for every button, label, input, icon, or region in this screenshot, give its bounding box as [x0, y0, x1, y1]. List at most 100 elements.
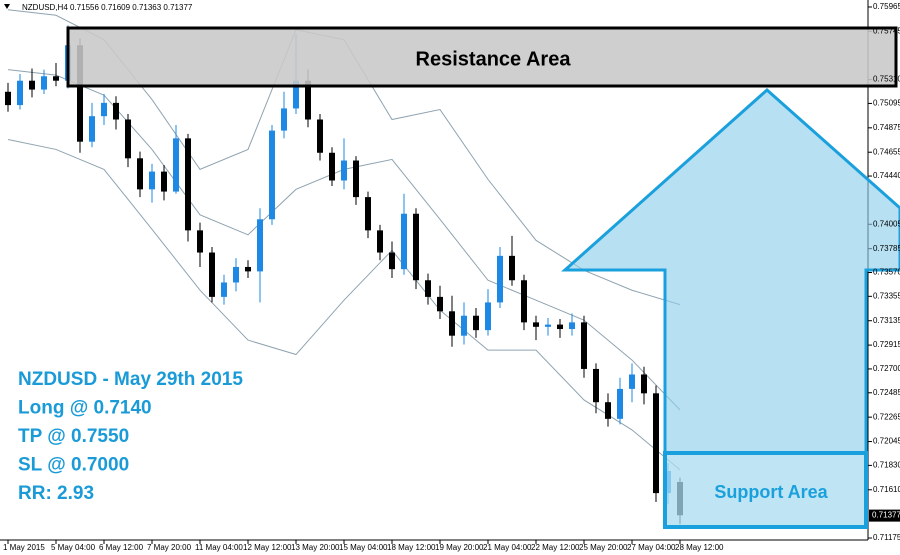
candle-body	[449, 311, 455, 336]
x-tick-label: 22 May 12:00	[531, 543, 580, 552]
trade-note: TP @ 0.7550	[18, 426, 129, 447]
trade-note: SL @ 0.7000	[18, 455, 129, 476]
candle-body	[581, 322, 587, 369]
x-tick-label: 15 May 04:00	[339, 543, 388, 552]
candle-body	[317, 119, 323, 153]
candle-body	[461, 315, 467, 336]
candle-body	[185, 138, 191, 231]
candle-body	[29, 80, 35, 90]
support-label: Support Area	[714, 482, 828, 502]
resistance-label: Resistance Area	[416, 48, 572, 70]
x-tick-label: 27 May 04:00	[627, 543, 676, 552]
x-tick-label: 25 May 20:00	[579, 543, 628, 552]
y-tick-label: 0.72485	[873, 388, 900, 397]
y-tick-label: 0.74875	[873, 123, 900, 132]
candle-body	[281, 108, 287, 131]
candle-body	[593, 368, 599, 403]
y-tick-label: 0.75965	[873, 2, 900, 11]
y-tick-label: 0.72700	[873, 364, 900, 373]
candle-body	[221, 282, 227, 297]
candle-body	[413, 213, 419, 281]
candle-body	[521, 280, 527, 323]
candle-body	[629, 374, 635, 389]
candle-body	[653, 393, 659, 494]
x-tick-label: 12 May 12:00	[243, 543, 292, 552]
y-tick-label: 0.73570	[873, 268, 900, 277]
y-tick-label: 0.71830	[873, 461, 900, 470]
y-tick-label: 0.71610	[873, 485, 900, 494]
candle-body	[257, 219, 263, 272]
y-tick-label: 0.72265	[873, 412, 900, 421]
candle-body	[17, 80, 23, 106]
y-tick-label: 0.75095	[873, 99, 900, 108]
candle-body	[533, 322, 539, 327]
candle-body	[569, 322, 575, 330]
x-tick-label: 19 May 20:00	[435, 543, 484, 552]
x-tick-label: 28 May 12:00	[675, 543, 724, 552]
x-tick-label: 11 May 04:00	[195, 543, 243, 552]
trade-note: NZDUSD - May 29th 2015	[18, 369, 243, 390]
candle-body	[377, 230, 383, 253]
candle-body	[437, 296, 443, 312]
x-tick-label: 5 May 04:00	[51, 543, 96, 552]
candle-body	[341, 160, 347, 181]
candle-body	[473, 315, 479, 331]
x-tick-label: 21 May 04:00	[483, 543, 532, 552]
candle-body	[485, 302, 491, 331]
candle-body	[617, 388, 623, 419]
candle-body	[545, 324, 551, 327]
candle-body	[125, 119, 131, 159]
candle-body	[401, 213, 407, 270]
candle-body	[305, 80, 311, 120]
y-tick-label: 0.72915	[873, 340, 900, 349]
y-tick-label: 0.73785	[873, 244, 900, 253]
y-tick-label: 0.72045	[873, 437, 900, 446]
y-tick-label: 0.74440	[873, 171, 900, 180]
up-arrow	[561, 87, 900, 455]
candle-body	[365, 197, 371, 231]
last-price-label: 0.71377	[872, 511, 900, 520]
candle-body	[101, 102, 107, 117]
header-icon	[4, 4, 10, 9]
candle-body	[329, 152, 335, 181]
x-tick-label: 18 May 12:00	[387, 543, 436, 552]
candle-body	[557, 324, 563, 330]
candle-body	[113, 102, 119, 120]
band-line	[7, 138, 681, 471]
candle-body	[233, 266, 239, 283]
candle-body	[425, 280, 431, 297]
candle-body	[209, 252, 215, 297]
candle-body	[161, 171, 167, 192]
y-tick-label: 0.75310	[873, 75, 900, 84]
y-tick-label: 0.75745	[873, 26, 900, 35]
candle-body	[173, 138, 179, 192]
y-tick-label: 0.71175	[873, 533, 900, 542]
candle-body	[5, 91, 11, 106]
candle-body	[389, 252, 395, 270]
last-price-box	[869, 509, 900, 522]
candle-body	[41, 76, 47, 90]
resistance-box	[66, 26, 898, 88]
candle-body	[641, 374, 647, 394]
trade-note: Long @ 0.7140	[18, 398, 152, 419]
y-tick-label: 0.73135	[873, 316, 900, 325]
y-tick-label: 0.74655	[873, 147, 900, 156]
candle-body	[353, 160, 359, 198]
x-tick-label: 7 May 20:00	[147, 543, 192, 552]
candle-body	[293, 80, 299, 109]
y-tick-label: 0.74005	[873, 219, 900, 228]
candle-body	[197, 230, 203, 253]
candle-body	[497, 255, 503, 303]
candle-body	[509, 255, 515, 281]
candle-body	[77, 45, 83, 142]
candle-body	[53, 76, 59, 81]
x-tick-label: 6 May 12:00	[99, 543, 144, 552]
candle-body	[605, 402, 611, 419]
candle-body	[89, 116, 95, 142]
trade-note: RR: 2.93	[18, 483, 94, 504]
overlay: 0.75965 0.75745 0.75310 0.75095 0.74875 0.746…	[18, 2, 900, 542]
candle-body	[149, 171, 155, 190]
symbol-header: NZDUSD,H4 0.71556 0.71609 0.71363 0.7137…	[22, 3, 193, 12]
x-tick-label: 1 May 2015	[3, 543, 45, 552]
